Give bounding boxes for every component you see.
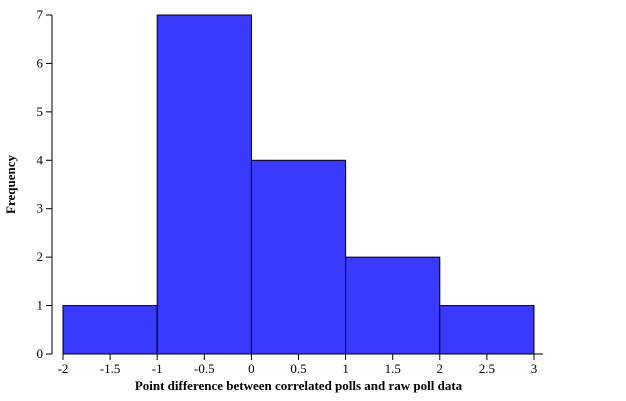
x-tick-label: 0.5	[290, 361, 306, 376]
y-tick-label: 7	[37, 7, 44, 22]
x-axis-title: Point difference between correlated poll…	[135, 378, 463, 393]
histogram-bar	[439, 305, 535, 355]
x-tick-label: -1.5	[100, 361, 121, 376]
x-tick-label: 1	[342, 361, 349, 376]
y-tick-label: 6	[37, 55, 44, 70]
y-tick-label: 1	[37, 298, 44, 313]
x-tick-label: -1	[152, 361, 163, 376]
histogram-bar	[62, 305, 158, 355]
y-tick-label: 4	[37, 152, 44, 167]
y-tick-label: 0	[37, 346, 44, 361]
x-tick-label: 1.5	[385, 361, 401, 376]
y-tick-label: 5	[37, 104, 44, 119]
y-tick-label: 3	[37, 201, 44, 216]
x-tick-label: -0.5	[194, 361, 215, 376]
x-tick-label: 3	[531, 361, 538, 376]
x-tick-label: 2.5	[479, 361, 495, 376]
x-tick-label: 0	[248, 361, 255, 376]
histogram-bar	[345, 256, 441, 355]
x-tick-label: -2	[58, 361, 69, 376]
histogram-bar	[250, 159, 347, 355]
bars	[62, 14, 535, 355]
histogram-bar	[156, 14, 252, 355]
x-tick-label: 2	[437, 361, 444, 376]
x-axis: -2 -1.5 -1 -0.5 0 0.5 1 1.5 2 2.5 3	[58, 353, 543, 376]
y-tick-label: 2	[37, 249, 44, 264]
y-axis-title: Frequency	[3, 155, 18, 214]
y-axis: 0 1 2 3 4 5 6 7	[37, 7, 53, 361]
